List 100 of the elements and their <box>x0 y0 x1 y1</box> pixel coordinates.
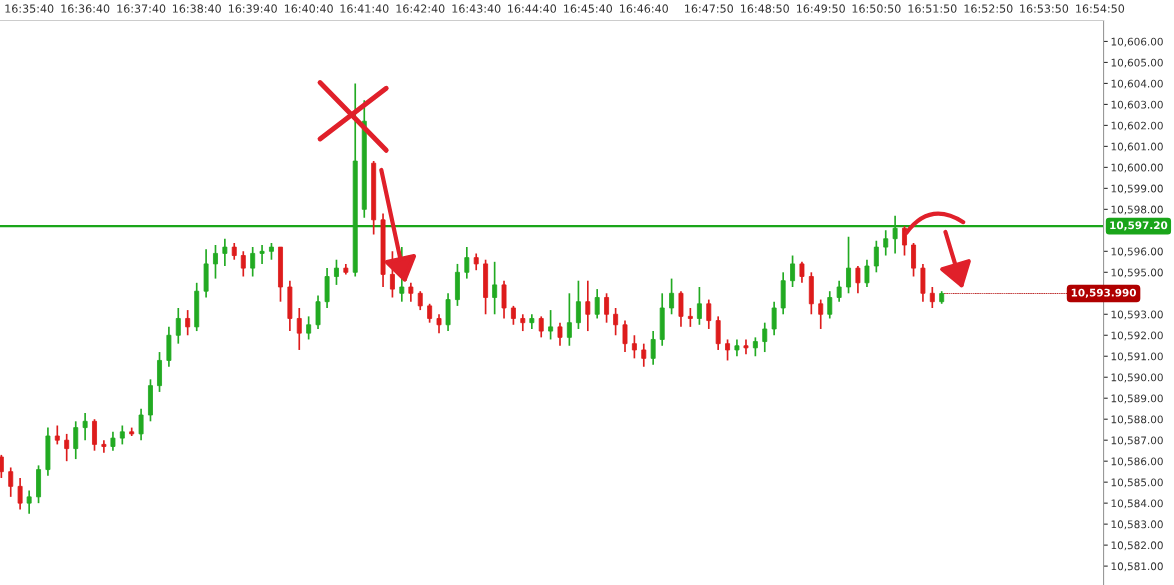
x-tick-label: 16:41:40 <box>340 4 389 13</box>
x-tick-label: 16:44:40 <box>508 4 557 13</box>
candlestick <box>929 286 935 309</box>
y-tick-label: 10,603.00 <box>1111 100 1163 110</box>
x-tick-label: 16:54:50 <box>1076 4 1125 13</box>
y-tick-label: 10,601.00 <box>1111 142 1163 152</box>
candlestick <box>492 260 498 316</box>
candlestick <box>548 309 554 341</box>
candlestick <box>436 313 442 335</box>
x-tick-label: 16:40:40 <box>284 4 333 13</box>
candlestick <box>604 292 610 324</box>
candlestick <box>873 239 879 274</box>
candlestick <box>575 279 581 330</box>
candlestick <box>296 307 302 351</box>
candlestick <box>119 424 125 446</box>
x-tick-label: 16:42:40 <box>396 4 445 13</box>
candlestick <box>613 307 619 337</box>
y-tick-label: 10,591.00 <box>1111 352 1163 362</box>
candlestick <box>883 229 889 257</box>
candlestick <box>557 321 563 347</box>
candlestick <box>594 288 600 320</box>
y-tick-label: 10,589.00 <box>1111 394 1163 404</box>
candlestick <box>743 338 749 355</box>
candlestick <box>417 290 423 311</box>
x-tick-label: 16:53:50 <box>1020 4 1069 13</box>
candlestick <box>408 281 414 303</box>
y-tick-label: 10,584.00 <box>1111 499 1163 509</box>
candlestick <box>222 237 228 267</box>
candlestick <box>538 315 544 339</box>
annotation: 10,593.990 <box>1071 288 1137 298</box>
candlestick <box>650 330 656 366</box>
y-tick-label: 10,605.00 <box>1111 58 1163 68</box>
candlestick <box>82 412 88 442</box>
ref-line-label: 10,597.20 <box>1110 221 1168 231</box>
x-tick-label: 16:47:50 <box>685 4 733 13</box>
candlestick <box>213 244 218 280</box>
candlestick <box>669 277 675 316</box>
x-tick-label: 16:45:40 <box>564 4 613 13</box>
candlestick <box>631 334 637 360</box>
candlestick <box>73 420 79 460</box>
candlestick <box>827 290 833 320</box>
candlestick <box>696 286 702 326</box>
y-tick-label: 10,581.00 <box>1111 562 1163 572</box>
candlestick <box>818 298 824 330</box>
candlestick <box>641 342 647 368</box>
candlestick <box>315 294 321 330</box>
y-tick-label: 10,588.00 <box>1111 415 1163 425</box>
x-tick-label: 16:51:50 <box>908 4 957 13</box>
y-tick-label: 10,586.00 <box>1111 457 1163 467</box>
y-tick-label: 10,604.00 <box>1111 79 1163 89</box>
x-tick-label: 16:38:40 <box>172 4 221 13</box>
candlestick <box>8 466 14 498</box>
candlestick <box>138 407 144 442</box>
candlestick <box>259 244 265 265</box>
candlestick <box>0 454 4 479</box>
x-tick-label: 16:35:40 <box>5 4 54 13</box>
candlestick <box>501 279 507 320</box>
x-tick-label: 16:36:40 <box>61 4 110 13</box>
candlestick <box>846 235 851 295</box>
x-tick-label: 16:37:40 <box>117 4 166 13</box>
y-tick-label: 10,599.00 <box>1111 184 1163 194</box>
candlestick <box>622 319 628 353</box>
candlestick <box>110 430 116 452</box>
y-tick-label: 10,587.00 <box>1111 436 1163 446</box>
y-tick-label: 10,593.00 <box>1111 310 1163 320</box>
y-tick-label: 10,590.00 <box>1111 373 1163 383</box>
candlestick <box>240 250 246 278</box>
candlestick <box>902 225 907 257</box>
x-tick-label: 16:50:50 <box>852 4 901 13</box>
candlestick <box>687 307 693 328</box>
candlestick <box>566 292 572 347</box>
candlestick <box>510 305 516 326</box>
y-tick-label: 10,583.00 <box>1111 520 1163 530</box>
candlestick <box>64 433 70 463</box>
x-tick-label: 16:48:50 <box>741 4 789 13</box>
candlestick <box>464 246 470 280</box>
x-tick-label: 16:49:50 <box>796 4 845 13</box>
candlestick <box>92 418 97 452</box>
candlestick <box>790 254 796 288</box>
candlestick <box>334 258 339 286</box>
candlestick <box>101 439 107 454</box>
y-tick-label: 10,606.00 <box>1111 37 1163 47</box>
candlestick <box>799 260 805 284</box>
y-tick-label: 10,592.00 <box>1111 331 1163 341</box>
candlestick <box>175 307 181 345</box>
candlestick <box>762 321 768 353</box>
x-tick-label: 16:43:40 <box>452 4 501 13</box>
candlestick <box>585 279 591 332</box>
x-tick-label: 16:39:40 <box>228 4 277 13</box>
candlestick <box>706 298 712 330</box>
candlestick <box>771 300 777 337</box>
candlestick <box>752 336 758 358</box>
candlestick <box>17 477 23 511</box>
candlestick <box>855 265 861 295</box>
candlestick <box>26 489 32 515</box>
candlestick <box>185 309 191 337</box>
y-tick-label: 10,602.00 <box>1111 121 1163 131</box>
y-tick-label: 10,585.00 <box>1111 478 1163 488</box>
y-tick-label: 10,595.00 <box>1111 268 1163 278</box>
y-tick-label: 10,596.00 <box>1111 247 1163 257</box>
